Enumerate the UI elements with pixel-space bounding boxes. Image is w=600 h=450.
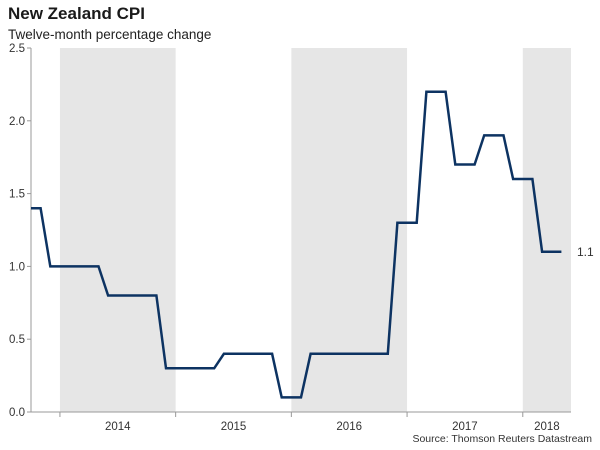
cpi-line	[31, 90, 562, 399]
x-tick-label-2015: 2015	[221, 421, 247, 433]
y-tick-label: 0.0	[9, 407, 25, 419]
y-axis-ticks: 0.0 0.5 1.0 1.5 2.0 2.5	[9, 43, 31, 419]
y-tick-label: 1.0	[9, 261, 25, 273]
y-tick-label: 2.0	[9, 116, 25, 128]
end-labels: 1.1	[577, 245, 594, 259]
x-tick-label-2018: 2018	[534, 421, 560, 433]
x-axis-ticks: 2014 2015 2016 2017 2018	[59, 412, 560, 433]
shade-band-2014	[59, 48, 176, 412]
x-tick-label-2017: 2017	[452, 421, 478, 433]
chart-title: New Zealand CPI	[8, 4, 145, 23]
y-tick-label: 2.5	[9, 43, 25, 55]
y-tick-label: 0.5	[9, 334, 25, 346]
shade-band-2018	[522, 48, 571, 412]
chart-axes	[30, 48, 571, 413]
last-value-label: 1.1	[577, 245, 594, 259]
x-tick-label-2014: 2014	[105, 421, 131, 433]
y-tick-label: 1.5	[9, 189, 25, 201]
chart-subtitle: Twelve-month percentage change	[8, 27, 212, 42]
source-note: Source: Thomson Reuters Datastream	[412, 433, 592, 445]
cpi-series	[31, 90, 562, 399]
year-shading	[59, 48, 571, 412]
x-tick-label-2016: 2016	[336, 421, 362, 433]
